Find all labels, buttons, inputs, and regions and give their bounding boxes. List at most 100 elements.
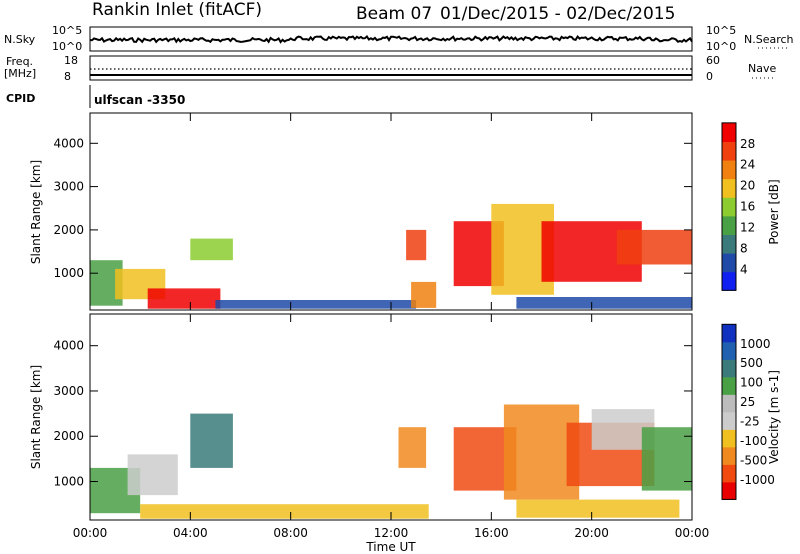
scatter-region-4 xyxy=(398,427,427,468)
nsky-panel: N.Sky 10^5 10^0 10^5 10^0 N.Search xyxy=(4,24,794,53)
nsearch-label: N.Search xyxy=(744,33,794,46)
y-tick-label: 1000 xyxy=(53,475,84,489)
power-heatmap xyxy=(90,203,693,309)
power-y-axis: 1000 2000 3000 4000 xyxy=(53,136,692,280)
colorbar-segment xyxy=(722,178,736,198)
colorbar-segment xyxy=(722,359,736,378)
scatter-region-5 xyxy=(406,229,427,261)
nsky-trace xyxy=(89,34,693,44)
colorbar-tick-label: 25 xyxy=(740,395,755,409)
colorbar-segment xyxy=(722,446,736,465)
scatter-region-3 xyxy=(190,238,233,261)
freq-tick-bottom: 8 xyxy=(64,70,71,83)
scatter-region-2 xyxy=(140,504,429,519)
scatter-region-2 xyxy=(147,288,221,309)
x-tick-label: 20:00 xyxy=(574,526,609,540)
colorbar-segment xyxy=(722,411,736,430)
y-tick-label: 2000 xyxy=(53,223,84,237)
colorbar-segment xyxy=(722,481,736,500)
freq-panel: Freq. [MHz] 18 8 60 0 Nave xyxy=(4,54,776,83)
colorbar-frame xyxy=(721,323,737,500)
colorbar-tick-label: 8 xyxy=(740,241,748,255)
colorbar-segment xyxy=(722,394,736,413)
velocity-panel: 1000 2000 3000 4000 Slant Range [km] 1000 50… xyxy=(29,313,781,521)
date-range: 01/Dec/2015 - 02/Dec/2015 xyxy=(440,4,675,24)
x-tick-label: 04:00 xyxy=(173,526,208,540)
colorbar-tick-label: 100 xyxy=(740,376,763,390)
nave-tick-bottom: 0 xyxy=(706,70,713,83)
scatter-region-10 xyxy=(516,499,680,518)
scatter-region-1 xyxy=(127,454,178,496)
scatter-region-10 xyxy=(616,229,693,265)
power-ylabel: Slant Range [km] xyxy=(29,160,43,264)
nsky-label: N.Sky xyxy=(4,33,36,46)
colorbar-tick-label: 24 xyxy=(740,158,755,172)
scatter-region-3 xyxy=(190,413,233,468)
colorbar-tick-label: 20 xyxy=(740,179,755,193)
cpid-value: ulfscan -3350 xyxy=(94,93,185,107)
colorbar-segment xyxy=(722,324,736,343)
station-title: Rankin Inlet (fitACF) xyxy=(92,0,262,20)
freq-unit: [MHz] xyxy=(4,67,36,80)
velocity-colorbar: 1000 500 100 25 -25 -100 -500 -1000 xyxy=(721,323,775,500)
colorbar-segment xyxy=(722,234,736,254)
colorbar-segment xyxy=(722,341,736,360)
nsky-tick-top: 10^5 xyxy=(52,24,82,37)
x-tick-label: 08:00 xyxy=(273,526,308,540)
freq-tick-top: 18 xyxy=(64,54,78,67)
velocity-colorbar-label: Velocity [m s-1] xyxy=(767,370,781,464)
power-panel: 1000 2000 3000 4000 Slant Range [km] 28 24 20… xyxy=(29,112,781,311)
velocity-heatmap xyxy=(90,404,692,519)
colorbar-tick-label: -500 xyxy=(740,453,767,467)
scatter-region-9 xyxy=(641,427,692,491)
colorbar-tick-label: 4 xyxy=(740,262,748,276)
colorbar-tick-label: 16 xyxy=(740,200,755,214)
x-tick-label: 00:00 xyxy=(73,526,108,540)
colorbar-tick-label: -25 xyxy=(740,415,760,429)
x-tick-label: 00:00 xyxy=(675,526,710,540)
nsearch-tick-bottom: 10^0 xyxy=(706,40,736,53)
colorbar-segment xyxy=(722,271,736,291)
colorbar-tick-label: 1000 xyxy=(740,337,771,351)
colorbar-tick-label: 500 xyxy=(740,356,763,370)
scatter-region-6 xyxy=(411,281,437,308)
colorbar-segment xyxy=(722,215,736,235)
colorbar-segment xyxy=(722,160,736,180)
colorbar-tick-label: 12 xyxy=(740,221,755,235)
colorbar-segment xyxy=(722,253,736,273)
nsky-tick-bottom: 10^0 xyxy=(52,40,82,53)
nave-tick-top: 60 xyxy=(706,54,720,67)
colorbar-tick-label: -100 xyxy=(740,434,767,448)
cpid-label: CPID xyxy=(6,92,35,105)
y-tick-label: 4000 xyxy=(53,339,84,353)
x-axis-label: Time UT xyxy=(365,540,416,554)
power-colorbar-label: Power [dB] xyxy=(767,179,781,244)
beam-label: Beam 07 xyxy=(356,4,432,24)
velocity-y-axis: 1000 2000 3000 4000 xyxy=(53,339,692,489)
velocity-ylabel: Slant Range [km] xyxy=(29,365,43,469)
x-tick-label: 16:00 xyxy=(474,526,509,540)
colorbar-segment xyxy=(722,122,736,142)
colorbar-segment xyxy=(722,464,736,483)
colorbar-segment xyxy=(722,141,736,161)
colorbar-segment xyxy=(722,429,736,448)
colorbar-tick-label: -1000 xyxy=(740,473,775,487)
x-tick-label: 12:00 xyxy=(374,526,409,540)
colorbar-frame xyxy=(721,122,737,291)
colorbar-segment xyxy=(722,376,736,395)
scatter-region-4 xyxy=(215,300,417,309)
colorbar-segment xyxy=(722,197,736,217)
y-tick-label: 3000 xyxy=(53,384,84,398)
nave-label: Nave xyxy=(748,62,776,75)
scatter-region-11 xyxy=(516,297,692,309)
nsearch-tick-top: 10^5 xyxy=(706,24,736,37)
y-tick-label: 4000 xyxy=(53,136,84,150)
power-colorbar: 28 24 20 16 12 8 4 xyxy=(721,122,755,291)
freq-label: Freq. xyxy=(6,55,33,68)
colorbar-tick-label: 28 xyxy=(740,137,755,151)
y-tick-label: 1000 xyxy=(53,266,84,280)
y-tick-label: 2000 xyxy=(53,429,84,443)
y-tick-label: 3000 xyxy=(53,180,84,194)
time-x-axis: 00:00 04:00 08:00 12:00 16:00 20:00 00:00 xyxy=(73,113,710,540)
